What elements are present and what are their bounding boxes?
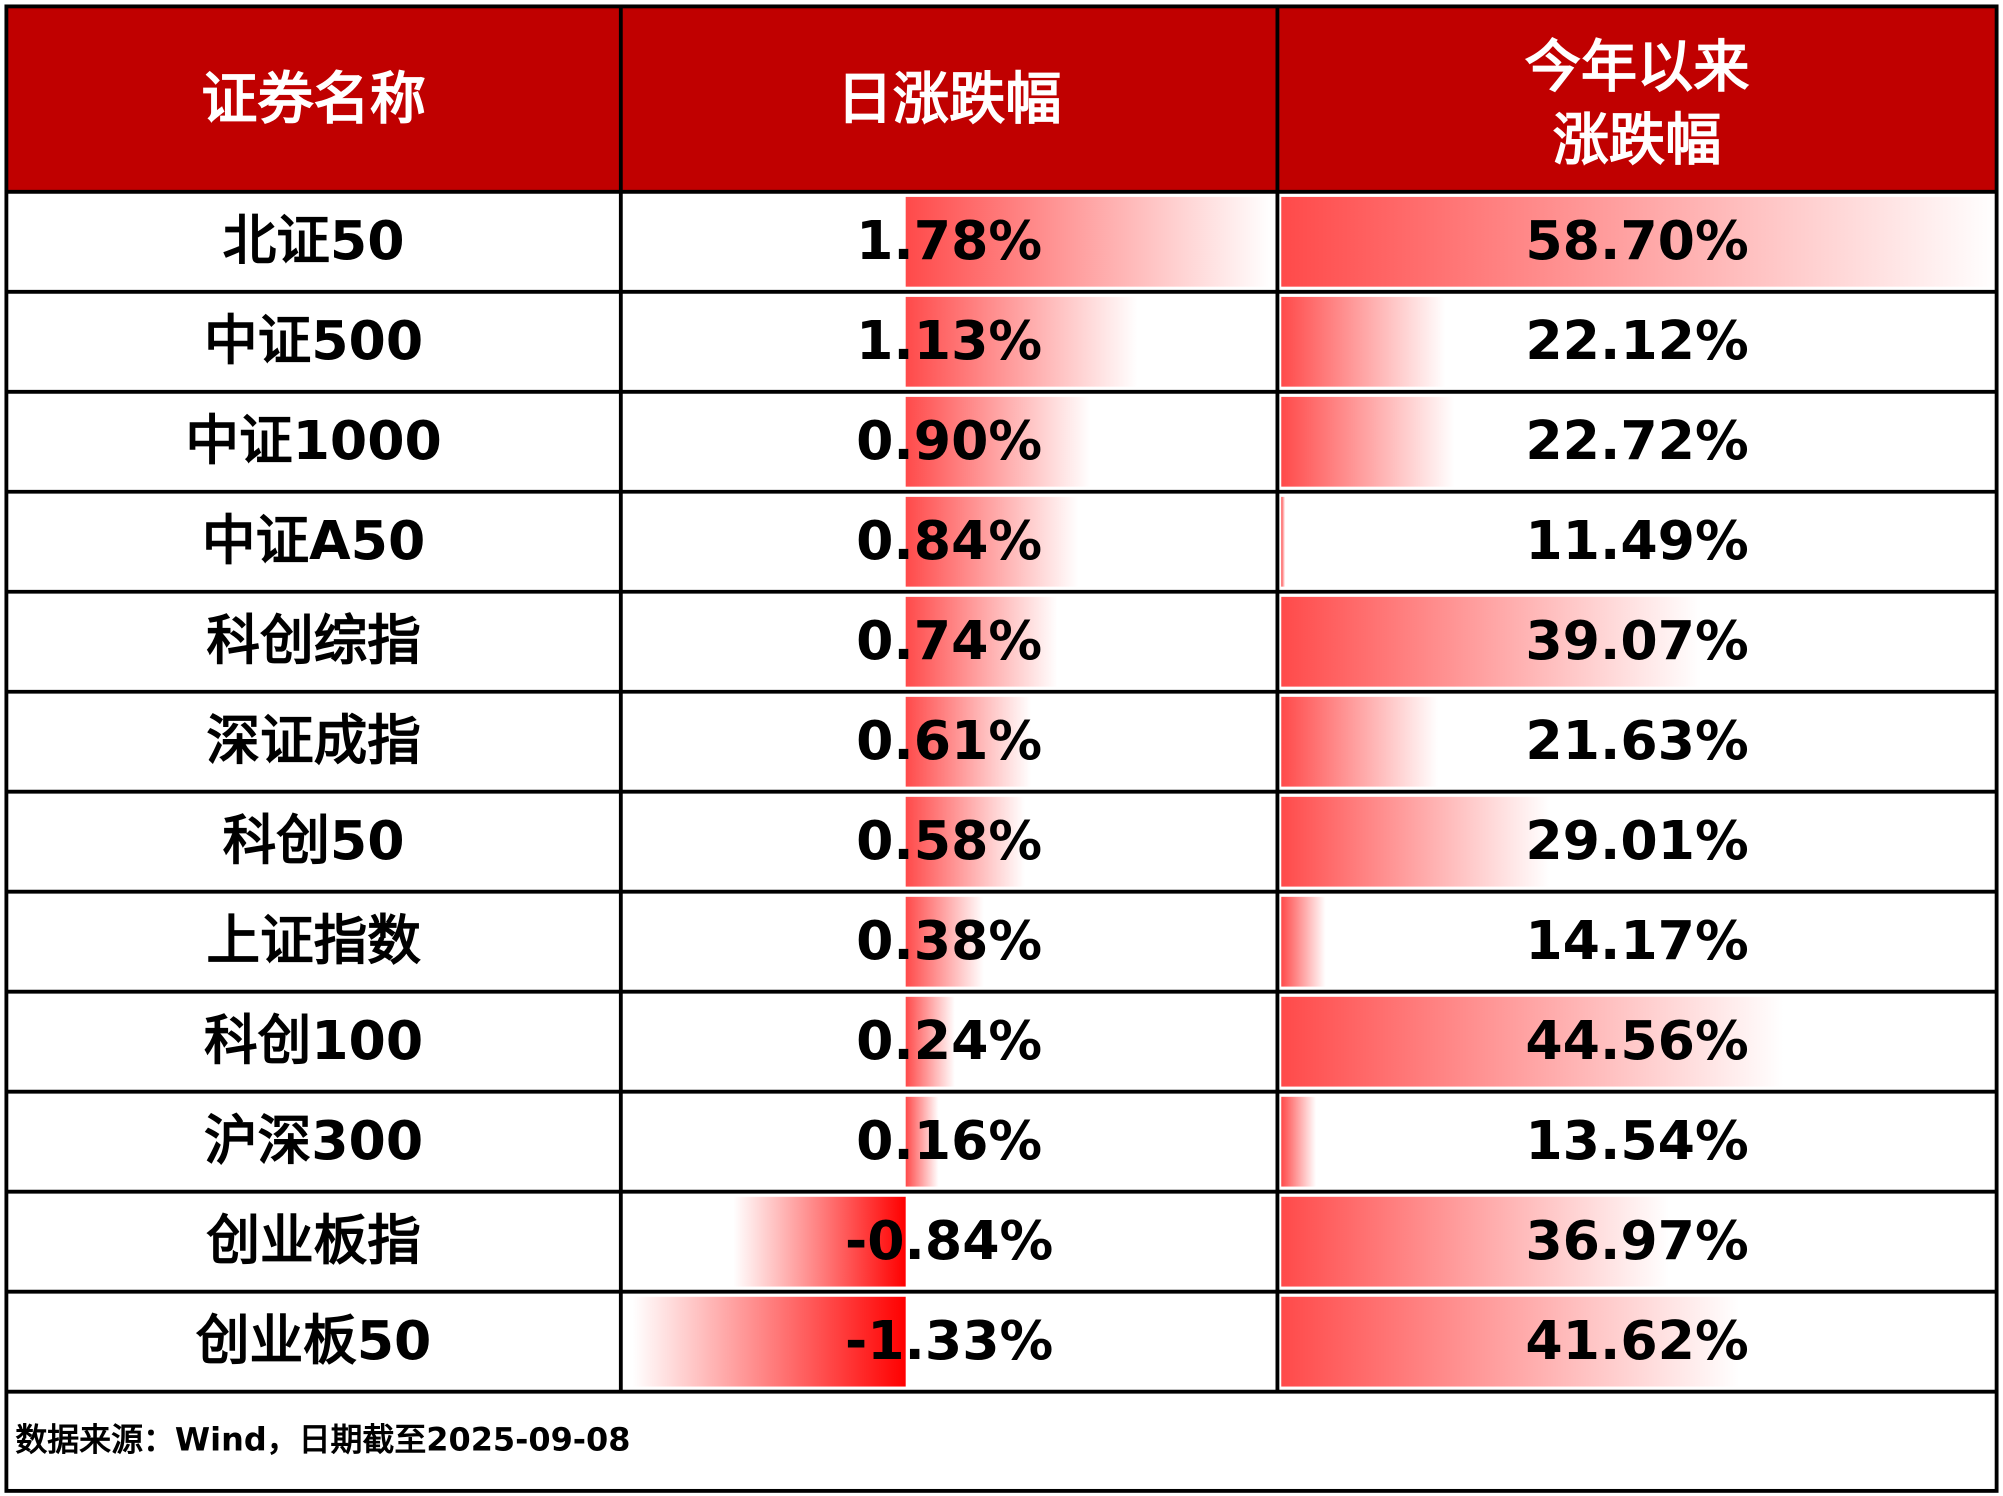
daily-bar — [632, 1296, 906, 1387]
daily-cell: 0.84% — [856, 509, 1042, 572]
name-cell: 中证A50 — [202, 509, 425, 572]
header-cell: 今年以来 — [1525, 35, 1751, 100]
daily-bar — [733, 1196, 906, 1287]
ytd-bar — [1281, 296, 1446, 387]
daily-bar — [905, 496, 1079, 587]
ytd-cell: 14.17% — [1525, 909, 1748, 972]
ytd-cell: 36.97% — [1525, 1209, 1748, 1272]
daily-bar — [905, 296, 1138, 387]
daily-cell: 0.58% — [856, 809, 1042, 872]
ytd-bar — [1281, 796, 1550, 887]
daily-bar — [905, 896, 984, 987]
ytd-bar — [1281, 196, 1997, 287]
name-cell: 深证成指 — [206, 709, 421, 772]
daily-bar — [905, 696, 1031, 787]
ytd-cell: 22.12% — [1525, 309, 1748, 372]
name-cell: 创业板指 — [205, 1209, 421, 1272]
daily-bar — [905, 1096, 939, 1187]
ytd-bar — [1281, 996, 1784, 1087]
ytd-cell: 44.56% — [1525, 1009, 1748, 1072]
ytd-bar — [1281, 396, 1455, 487]
name-cell: 上证指数 — [206, 909, 421, 972]
ytd-bar — [1281, 896, 1326, 987]
daily-cell: 0.90% — [856, 409, 1042, 472]
header-cell: 日涨跌幅 — [837, 67, 1062, 132]
daily-cell: 0.24% — [856, 1009, 1042, 1072]
daily-cell: 0.38% — [856, 909, 1042, 972]
footer-note: 数据来源：Wind，日期截至2025-09-08 — [15, 1420, 630, 1458]
name-cell: 科创综指 — [206, 609, 421, 672]
ytd-cell: 21.63% — [1525, 709, 1748, 772]
daily-bar — [905, 396, 1091, 487]
daily-bar — [905, 796, 1025, 887]
name-cell: 中证500 — [204, 309, 423, 372]
outer-border — [4, 4, 1999, 1493]
header-cell: 涨跌幅 — [1553, 108, 1722, 173]
ytd-bar — [1281, 696, 1438, 787]
ytd-bar — [1281, 1196, 1670, 1287]
header-cell: 证券名称 — [201, 67, 426, 132]
ytd-bar — [1281, 596, 1701, 687]
name-cell: 北证50 — [223, 209, 405, 272]
ytd-cell: 39.07% — [1525, 609, 1748, 672]
daily-cell: -0.84% — [845, 1209, 1053, 1272]
daily-cell: -1.33% — [845, 1309, 1053, 1372]
daily-bar — [905, 596, 1058, 687]
name-cell: 科创100 — [204, 1009, 423, 1072]
daily-cell: 0.74% — [856, 609, 1042, 672]
name-cell: 沪深300 — [204, 1109, 423, 1172]
name-cell: 创业板50 — [195, 1309, 432, 1372]
daily-cell: 0.61% — [856, 709, 1042, 772]
ytd-cell: 58.70% — [1525, 209, 1748, 272]
daily-cell: 0.16% — [856, 1109, 1042, 1172]
ytd-cell: 13.54% — [1525, 1109, 1748, 1172]
daily-cell: 1.78% — [856, 209, 1042, 272]
ytd-bar — [1281, 1096, 1316, 1187]
daily-bar — [905, 196, 1272, 287]
ytd-cell: 11.49% — [1525, 509, 1748, 572]
daily-bar — [905, 996, 955, 1087]
name-cell: 中证1000 — [185, 409, 442, 472]
ytd-cell: 41.62% — [1525, 1309, 1748, 1372]
ytd-bar — [1281, 1296, 1740, 1387]
ytd-cell: 29.01% — [1525, 809, 1748, 872]
daily-cell: 1.13% — [856, 309, 1042, 372]
header-bg — [6, 6, 1997, 192]
name-cell: 科创50 — [223, 809, 405, 872]
ytd-bar — [1281, 496, 1286, 587]
ytd-cell: 22.72% — [1525, 409, 1748, 472]
